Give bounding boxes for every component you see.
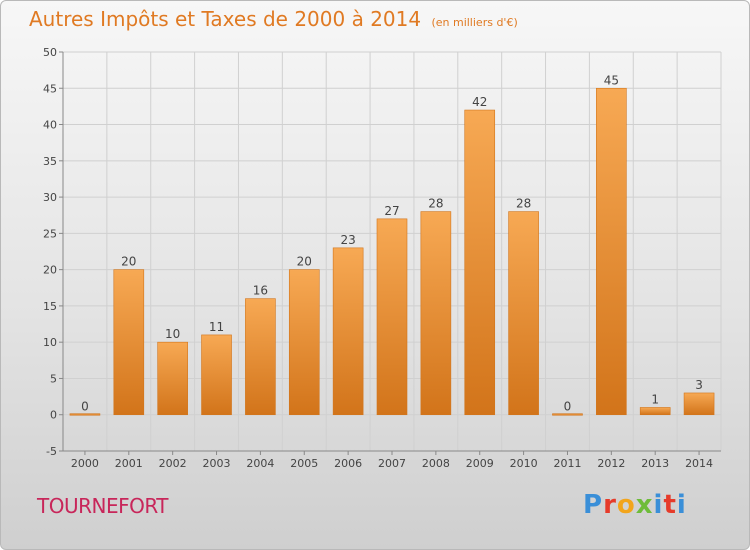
chart-subtitle: (en milliers d'€): [431, 16, 518, 29]
data-label: 45: [604, 73, 619, 87]
bar: [508, 211, 539, 416]
y-tick-label: 5: [50, 372, 57, 385]
x-tick-label: 2005: [290, 457, 318, 470]
y-tick-label: 20: [43, 264, 57, 277]
x-tick-label: 2011: [553, 457, 581, 470]
bar: [69, 413, 101, 416]
bar: [113, 269, 145, 416]
x-tick-label: 2000: [71, 457, 99, 470]
bar: [288, 269, 320, 416]
x-tick-label: 2002: [159, 457, 187, 470]
logo-letter: r: [603, 490, 617, 520]
bar: [683, 392, 715, 416]
data-label: 0: [81, 400, 89, 414]
bar: [420, 211, 452, 416]
x-tick-label: 2010: [510, 457, 538, 470]
data-label: 23: [340, 233, 355, 247]
x-tick-label: 2013: [641, 457, 669, 470]
x-tick-label: 2014: [685, 457, 713, 470]
logo-letter: o: [616, 490, 636, 520]
bar: [201, 334, 232, 416]
data-label: 28: [516, 197, 531, 211]
bar: [464, 109, 496, 416]
data-label: 11: [209, 320, 224, 334]
x-tick-label: 2012: [597, 457, 625, 470]
data-label: 3: [695, 378, 703, 392]
bar: [376, 218, 408, 416]
x-tick-label: 2004: [246, 457, 274, 470]
y-tick-label: 35: [43, 155, 57, 168]
x-tick-label: 2006: [334, 457, 362, 470]
y-tick-label: 10: [43, 336, 57, 349]
y-tick-label: 40: [43, 119, 57, 132]
y-tick-label: 15: [43, 300, 57, 313]
data-label: 27: [384, 204, 399, 218]
data-label: 28: [428, 197, 443, 211]
data-label: 10: [165, 327, 180, 341]
x-tick-label: 2007: [378, 457, 406, 470]
x-tick-label: 2003: [203, 457, 231, 470]
bar: [332, 247, 364, 416]
y-tick-label: 0: [50, 409, 57, 422]
chart-title: Autres Impôts et Taxes de 2000 à 2014 (e…: [29, 7, 518, 31]
bar: [245, 298, 276, 416]
logo-letter: P: [583, 490, 604, 520]
y-tick-label: 30: [43, 191, 57, 204]
bar: [552, 413, 583, 416]
x-tick-label: 2008: [422, 457, 450, 470]
logo-letter: x: [635, 490, 654, 520]
data-label: 16: [253, 284, 268, 298]
logo-letter: i: [653, 490, 664, 520]
bar: [639, 407, 671, 416]
proxiti-logo: Proxiti: [583, 490, 687, 520]
data-label: 0: [564, 400, 572, 414]
logo-letter: t: [663, 490, 677, 520]
y-tick-label: 45: [43, 82, 57, 95]
chart-title-text: Autres Impôts et Taxes de 2000 à 2014: [29, 7, 422, 31]
bar: [157, 341, 188, 416]
data-label: 1: [651, 392, 659, 406]
y-tick-label: 25: [43, 227, 57, 240]
bar: [596, 87, 627, 416]
x-tick-label: 2001: [115, 457, 143, 470]
data-label: 20: [297, 255, 312, 269]
data-labels: 0 20 10 11 16 20 23 27 28 42 28 0 45 1 3: [81, 73, 703, 413]
y-tick-label: -5: [46, 445, 57, 458]
bars: [69, 87, 715, 416]
x-tick-label: 2009: [466, 457, 494, 470]
logo-letter: i: [676, 490, 687, 520]
data-label: 20: [121, 255, 136, 269]
y-tick-label: 50: [43, 46, 57, 59]
location-name: TOURNEFORT: [37, 494, 169, 518]
data-label: 42: [472, 95, 487, 109]
